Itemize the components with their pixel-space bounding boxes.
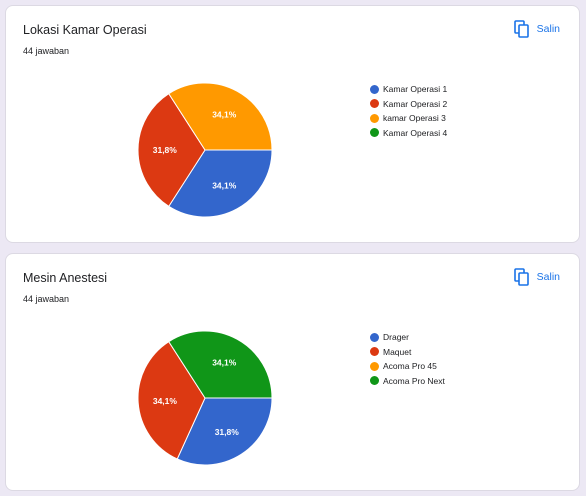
copy-label: Salin — [536, 271, 560, 283]
chart-title: Mesin Anestesi — [23, 271, 108, 285]
legend-item-drager: Drager — [370, 330, 445, 345]
pie-chart: 31,8% 34,1% 34,1% — [137, 330, 273, 466]
chart-card-lokasi-kamar-operasi: 34,1% 31,8% 34,1% Lokasi Kamar Operasi 44 … — [5, 5, 580, 243]
legend-label: Kamar Operasi 4 — [383, 127, 448, 138]
pie-slice-label: 34,1% — [212, 358, 237, 368]
chart-title: Lokasi Kamar Operasi — [23, 23, 147, 37]
legend-item-acoma-pro-45: Acoma Pro 45 — [370, 359, 445, 374]
legend-item-kamar-operasi-3: kamar Operasi 3 — [370, 111, 447, 126]
chart-legend: Drager Maquet Acoma Pro 45 Acoma Pro Next — [370, 330, 445, 388]
legend-item-kamar-operasi-4: Kamar Operasi 4 — [370, 126, 447, 141]
legend-swatch — [370, 113, 379, 123]
legend-item-kamar-operasi-2: Kamar Operasi 2 — [370, 97, 447, 112]
copy-icon — [513, 268, 529, 286]
legend-label: Acoma Pro 45 — [383, 361, 437, 372]
legend-swatch — [370, 99, 379, 109]
legend-label: Drager — [383, 332, 409, 343]
legend-item-maquet: Maquet — [370, 345, 445, 360]
pie-slice-kamar-operasi-2 — [137, 92, 206, 208]
copy-chart-button[interactable]: Salin — [513, 20, 560, 38]
copy-icon — [513, 20, 529, 38]
pie-slice-kamar-operasi-3 — [168, 82, 273, 151]
response-count: 44 jawaban — [23, 294, 70, 304]
legend-label: kamar Operasi 3 — [383, 113, 446, 124]
legend-label: Maquet — [383, 346, 412, 357]
pie-slice-label: 31,8% — [153, 145, 178, 155]
legend-item-acoma-pro-next: Acoma Pro Next — [370, 374, 445, 389]
pie-slice-maquet — [137, 340, 206, 460]
legend-swatch — [370, 84, 379, 94]
legend-swatch — [370, 332, 379, 342]
legend-swatch — [370, 361, 379, 371]
pie-slice-drager — [176, 397, 273, 466]
legend-label: Acoma Pro Next — [383, 375, 445, 386]
legend-label: Kamar Operasi 1 — [383, 84, 448, 95]
legend-item-kamar-operasi-1: Kamar Operasi 1 — [370, 82, 447, 97]
pie-slice-label: 31,8% — [215, 427, 240, 437]
pie-slice-label: 34,1% — [153, 396, 178, 406]
copy-chart-button[interactable]: Salin — [513, 268, 560, 286]
pie-slice-label: 34,1% — [212, 110, 237, 120]
pie-slice-label: 34,1% — [212, 180, 237, 190]
legend-swatch — [370, 128, 379, 138]
chart-card-mesin-anestesi: 31,8% 34,1% 34,1% Mesin Anestesi 44 jawaba… — [5, 253, 580, 491]
legend-swatch — [370, 347, 379, 357]
pie-slice-acoma-pro-next — [168, 330, 273, 399]
chart-legend: Kamar Operasi 1 Kamar Operasi 2 kamar Oper… — [370, 82, 447, 140]
copy-label: Salin — [536, 23, 560, 35]
response-count: 44 jawaban — [23, 46, 70, 56]
pie-chart: 34,1% 31,8% 34,1% — [137, 82, 273, 218]
legend-swatch — [370, 376, 379, 386]
legend-label: Kamar Operasi 2 — [383, 98, 448, 109]
